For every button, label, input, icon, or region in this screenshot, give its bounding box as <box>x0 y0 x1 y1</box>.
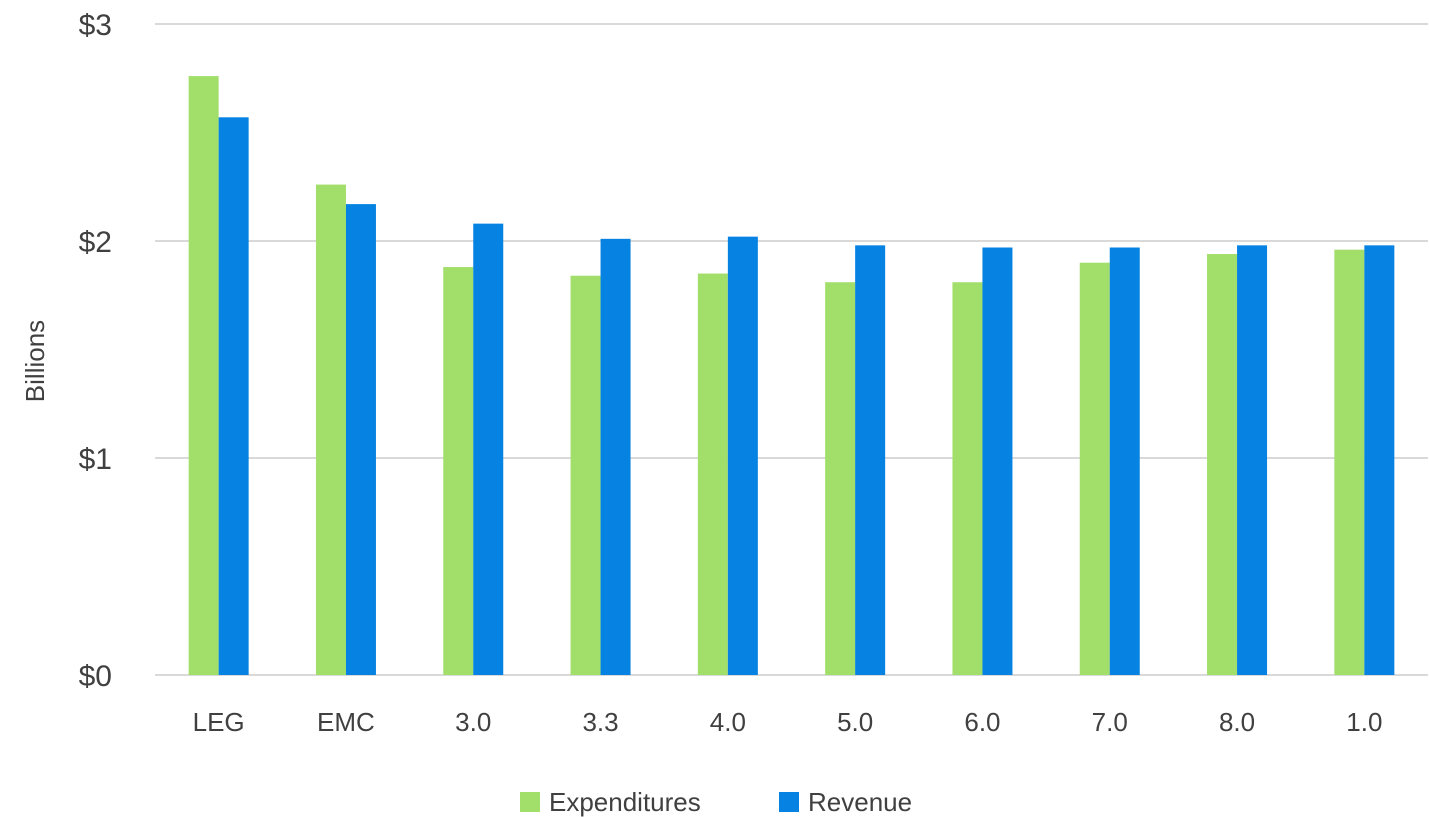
bar-expenditures-6.0 <box>952 282 983 675</box>
bar-expenditures-4.0 <box>697 273 728 675</box>
bar-revenue-5.0 <box>855 245 886 675</box>
x-category-label: 3.3 <box>582 707 618 737</box>
x-category-label: 5.0 <box>837 707 873 737</box>
legend-swatch-expenditures <box>520 792 540 812</box>
y-tick-label: $1 <box>79 443 112 476</box>
x-category-label: 8.0 <box>1219 707 1255 737</box>
bar-expenditures-3.0 <box>443 267 474 675</box>
bar-revenue-8.0 <box>1237 245 1268 675</box>
bars <box>188 76 1395 676</box>
bar-expenditures-3.3 <box>570 275 601 675</box>
legend-label-expenditures: Expenditures <box>549 787 701 817</box>
y-tick-label: $0 <box>79 660 112 693</box>
bar-revenue-7.0 <box>1109 247 1140 675</box>
bar-revenue-6.0 <box>982 247 1013 675</box>
x-category-label: 4.0 <box>710 707 746 737</box>
bar-revenue-3.0 <box>473 223 504 675</box>
legend-label-revenue: Revenue <box>808 787 912 817</box>
y-tick-label: $2 <box>79 226 112 259</box>
x-category-label: EMC <box>317 707 375 737</box>
x-axis-category-labels: LEG EMC 3.0 3.3 4.0 5.0 6.0 7.0 8.0 1.0 <box>193 707 1383 737</box>
bar-revenue-1.0 <box>1364 245 1395 675</box>
y-axis-tick-labels: $0 $1 $2 $3 <box>79 9 112 693</box>
x-category-label: 7.0 <box>1092 707 1128 737</box>
y-tick-label: $3 <box>79 9 112 42</box>
bar-revenue-emc <box>345 204 376 676</box>
bar-expenditures-8.0 <box>1207 254 1238 675</box>
bar-expenditures-emc <box>315 184 346 675</box>
bar-revenue-4.0 <box>727 236 758 675</box>
x-category-label: 1.0 <box>1346 707 1382 737</box>
legend: Expenditures Revenue <box>520 787 912 817</box>
x-category-label: LEG <box>193 707 245 737</box>
y-axis-title: Billions <box>20 320 50 402</box>
legend-swatch-revenue <box>779 792 799 812</box>
bar-expenditures-leg <box>188 76 219 675</box>
x-category-label: 3.0 <box>455 707 491 737</box>
bar-expenditures-1.0 <box>1334 249 1365 675</box>
bar-expenditures-7.0 <box>1079 262 1110 675</box>
bar-expenditures-5.0 <box>825 282 856 675</box>
bar-revenue-leg <box>218 117 249 675</box>
bar-revenue-3.3 <box>600 238 631 675</box>
x-category-label: 6.0 <box>964 707 1000 737</box>
